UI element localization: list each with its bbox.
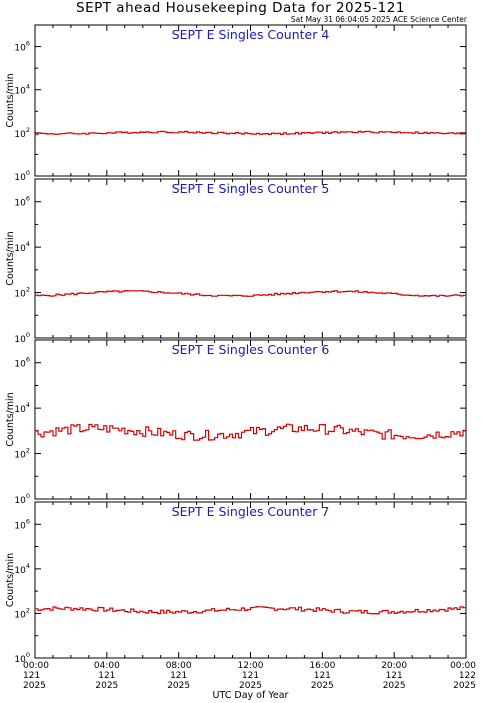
plot-frame [34, 339, 467, 500]
x-axis-label: UTC Day of Year [213, 690, 289, 701]
y-tick-label: 106 [14, 517, 30, 531]
panel-title: SEPT E Singles Counter 6 [172, 342, 330, 357]
y-tick-label: 102 [14, 447, 30, 461]
y-tick-label: 104 [14, 83, 30, 97]
x-tick-year: 2025 [383, 681, 406, 691]
plot-frame [34, 24, 467, 177]
panel-title: SEPT E Singles Counter 5 [172, 181, 330, 196]
y-tick-label: 102 [14, 606, 30, 620]
data-series-line [35, 290, 466, 297]
plot-frame [34, 501, 467, 659]
x-tick-year: 2025 [311, 681, 334, 691]
timestamp-label: Sat May 31 06:04:05 2025 ACE Science Cen… [290, 15, 467, 24]
y-tick-label: 104 [14, 562, 30, 576]
plot-frame [34, 178, 467, 339]
x-tick-day: 121 [242, 671, 259, 681]
panel-title: SEPT E Singles Counter 7 [172, 504, 330, 519]
panel-title: SEPT E Singles Counter 4 [172, 27, 330, 42]
data-series-line [35, 130, 466, 135]
x-tick-day: 121 [314, 671, 331, 681]
x-tick-time: 08:00 [166, 661, 192, 671]
y-axis-label: Counts/min [5, 73, 16, 127]
y-tick-label: 100 [14, 169, 30, 183]
y-tick-label: 104 [14, 240, 30, 254]
x-tick-time: 00:00 [23, 661, 49, 671]
x-tick-year: 2025 [239, 681, 262, 691]
y-tick-label: 102 [14, 286, 30, 300]
y-tick-label: 104 [14, 401, 30, 415]
y-tick-label: 106 [14, 40, 30, 54]
y-tick-label: 100 [14, 331, 30, 345]
x-tick-day: 121 [98, 671, 115, 681]
x-tick-day: 121 [170, 671, 187, 681]
x-tick-time: 20:00 [381, 661, 407, 671]
y-tick-label: 100 [14, 492, 30, 506]
y-tick-label: 102 [14, 126, 30, 140]
y-axis-label: Counts/min [5, 231, 16, 285]
x-tick-year: 2025 [95, 681, 118, 691]
data-series-line [35, 423, 466, 441]
x-tick-day: 121 [386, 671, 403, 681]
x-tick-year: 2025 [453, 681, 476, 691]
y-axis-label: Counts/min [5, 553, 16, 607]
x-tick-time: 04:00 [94, 661, 120, 671]
x-tick-time: 16:00 [309, 661, 335, 671]
page-title: SEPT ahead Housekeeping Data for 2025-12… [76, 0, 405, 16]
x-tick-time: 12:00 [238, 661, 264, 671]
y-tick-label: 100 [14, 651, 30, 665]
x-tick-day: 122 [459, 671, 476, 681]
y-tick-label: 106 [14, 356, 30, 370]
x-tick-day: 121 [23, 671, 40, 681]
data-series-line [35, 606, 466, 615]
y-axis-label: Counts/min [5, 392, 16, 446]
x-tick-year: 2025 [23, 681, 46, 691]
x-tick-time: 00:00 [450, 661, 476, 671]
x-tick-year: 2025 [167, 681, 190, 691]
y-tick-label: 106 [14, 195, 30, 209]
